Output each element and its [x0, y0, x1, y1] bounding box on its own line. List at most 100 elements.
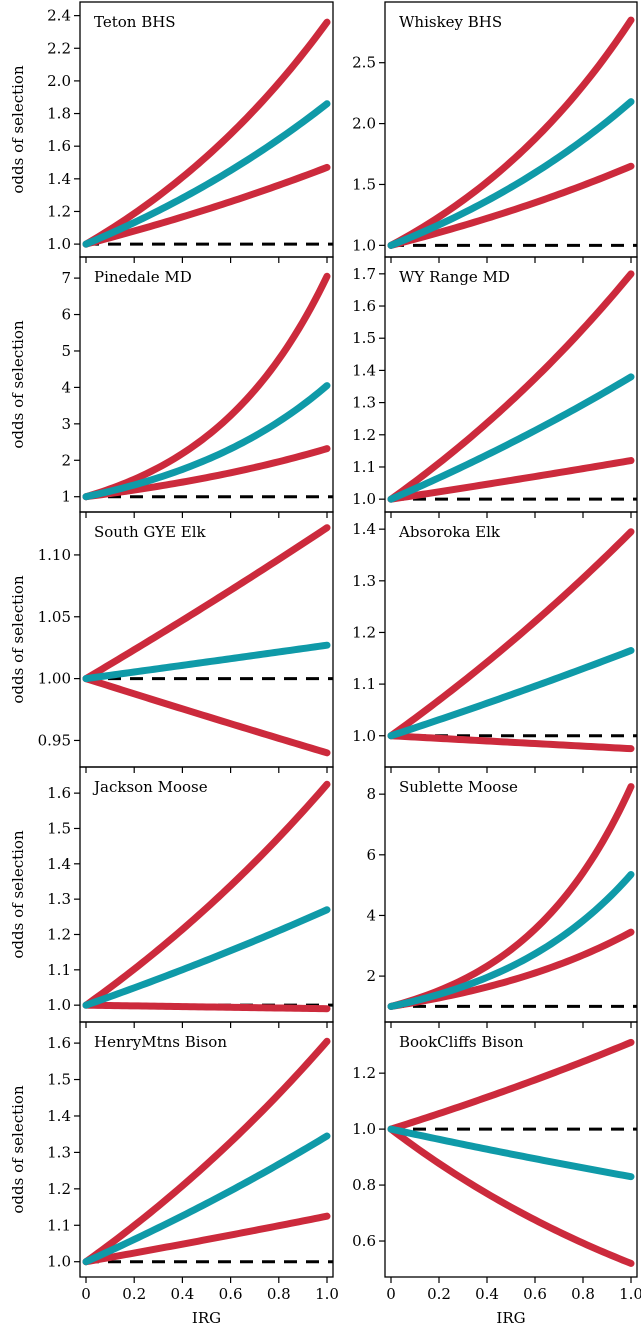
y-tick-label: 1.2 [47, 1180, 71, 1198]
y-tick-label: 1.10 [38, 546, 71, 564]
lower-bound-line [82, 675, 331, 757]
y-tick-label: 6 [366, 846, 376, 864]
x-axis-title: IRG [192, 1309, 221, 1327]
y-tick-label: 2 [61, 451, 71, 469]
upper-bound-line [387, 1038, 635, 1133]
panel-title: Whiskey BHS [399, 13, 502, 31]
x-tick-label: 0.2 [427, 1285, 451, 1303]
y-tick-label: 0.6 [352, 1232, 376, 1250]
lower-bound-line [82, 445, 331, 501]
y-tick-label: 1.0 [47, 235, 71, 253]
x-tick-label: 0.8 [267, 1285, 291, 1303]
y-axis-title: odds of selection [9, 320, 27, 449]
y-tick-label: 7 [61, 269, 71, 287]
panel-title: Pinedale MD [94, 268, 192, 286]
panel-title: Sublette Moose [399, 778, 518, 796]
mean-line [82, 1132, 331, 1266]
y-tick-label: 1.1 [352, 675, 376, 693]
panel-title: BookCliffs Bison [399, 1033, 524, 1051]
y-tick-label: 1.4 [47, 855, 71, 873]
panel-frame [79, 256, 334, 513]
y-tick-label: 5 [61, 342, 71, 360]
y-tick-label: 6 [61, 306, 71, 324]
y-tick-label: 1.7 [352, 265, 376, 283]
panel-8: 2 4 6 8 Sublette Moose [366, 766, 638, 1028]
y-tick-label: 2.4 [47, 7, 71, 25]
lower-bound-line [82, 1001, 331, 1013]
y-tick-label: 1.4 [47, 1107, 71, 1125]
panel-1: 1.0 1.2 1.4 1.6 1.8 2.0 2.2 2.4 Teton BHS [47, 1, 334, 263]
y-tick-label: 1.3 [47, 890, 71, 908]
x-tick-label: 0.8 [571, 1285, 595, 1303]
y-tick-label: 1.3 [352, 572, 376, 590]
y-tick-label: 1.6 [47, 137, 71, 155]
y-axis-labels: odds of selection odds of selection odds o… [9, 65, 27, 1214]
y-axis-title: odds of selection [9, 575, 27, 704]
y-tick-label: 1.05 [38, 608, 71, 626]
y-tick-label: 1.4 [352, 520, 376, 538]
lower-bound-line [82, 163, 331, 248]
panel-2: 1.0 1.5 2.0 2.5 Whiskey BHS [352, 1, 638, 263]
mean-line [387, 647, 635, 740]
y-tick-label: 1.2 [352, 1064, 376, 1082]
panel-4: 1.0 1.1 1.2 1.3 1.4 1.5 1.6 1.7 WY Range MD [352, 256, 638, 518]
mean-line [82, 382, 331, 501]
y-tick-label: 1.6 [47, 1034, 71, 1052]
panel-10: 0.6 0.8 1.0 1.2 0 0.2 0.4 0.6 0.8 1.0 BookCliffs B… [352, 1021, 641, 1303]
panel-title: Teton BHS [94, 13, 176, 31]
y-tick-label: 2 [366, 967, 376, 985]
y-tick-label: 1.8 [47, 105, 71, 123]
y-tick-label: 1.0 [352, 236, 376, 254]
x-tick-label: 1.0 [619, 1285, 641, 1303]
y-axis-title: odds of selection [9, 65, 27, 194]
x-tick-label: 0.6 [523, 1285, 547, 1303]
x-tick-label: 0.4 [475, 1285, 499, 1303]
y-tick-label: 1 [61, 488, 71, 506]
y-tick-label: 0.95 [38, 731, 71, 749]
y-tick-label: 1.0 [352, 1120, 376, 1138]
y-tick-label: 1.1 [352, 458, 376, 476]
y-tick-label: 2.0 [352, 115, 376, 133]
mean-line [387, 98, 635, 249]
y-tick-label: 1.2 [47, 202, 71, 220]
lower-bound-line [387, 1125, 635, 1267]
panel-7: 1.0 1.1 1.2 1.3 1.4 1.5 1.6 Jackson Moose [47, 766, 334, 1028]
y-tick-label: 1.1 [47, 961, 71, 979]
panel-frame [384, 1021, 638, 1278]
y-tick-label: 2.5 [352, 54, 376, 72]
x-tick-label: 1.0 [315, 1285, 339, 1303]
upper-bound-line [82, 272, 331, 501]
upper-bound-line [82, 1037, 331, 1266]
mean-line [387, 373, 635, 503]
y-axis-title: odds of selection [9, 830, 27, 959]
y-tick-label: 1.1 [47, 1216, 71, 1234]
y-tick-label: 1.4 [352, 361, 376, 379]
upper-bound-line [387, 16, 635, 249]
y-tick-label: 4 [366, 906, 376, 924]
panel-title: Absoroka Elk [398, 523, 501, 541]
panel-3: 1 2 3 4 5 6 7 Pinedale MD [61, 256, 334, 518]
y-tick-label: 1.2 [47, 925, 71, 943]
y-tick-label: 1.6 [352, 297, 376, 315]
upper-bound-line [82, 524, 331, 683]
y-tick-label: 2.2 [47, 39, 71, 57]
y-tick-label: 1.6 [47, 784, 71, 802]
mean-line [387, 871, 635, 1010]
y-axis-title: odds of selection [9, 1085, 27, 1214]
lower-bound-line [387, 732, 635, 753]
y-tick-label: 1.2 [352, 426, 376, 444]
mean-line [82, 906, 331, 1009]
upper-bound-line [82, 18, 331, 248]
y-tick-label: 4 [61, 378, 71, 396]
x-tick-label: 0.2 [122, 1285, 146, 1303]
panel-title: HenryMtns Bison [94, 1033, 227, 1051]
x-axis-title: IRG [496, 1309, 525, 1327]
lower-bound-line [387, 457, 635, 503]
panel-frame [79, 1021, 334, 1278]
mean-line [387, 1125, 635, 1181]
x-tick-label: 0 [386, 1285, 396, 1303]
y-tick-label: 8 [366, 785, 376, 803]
y-tick-label: 1.5 [352, 329, 376, 347]
mean-line [82, 641, 331, 683]
